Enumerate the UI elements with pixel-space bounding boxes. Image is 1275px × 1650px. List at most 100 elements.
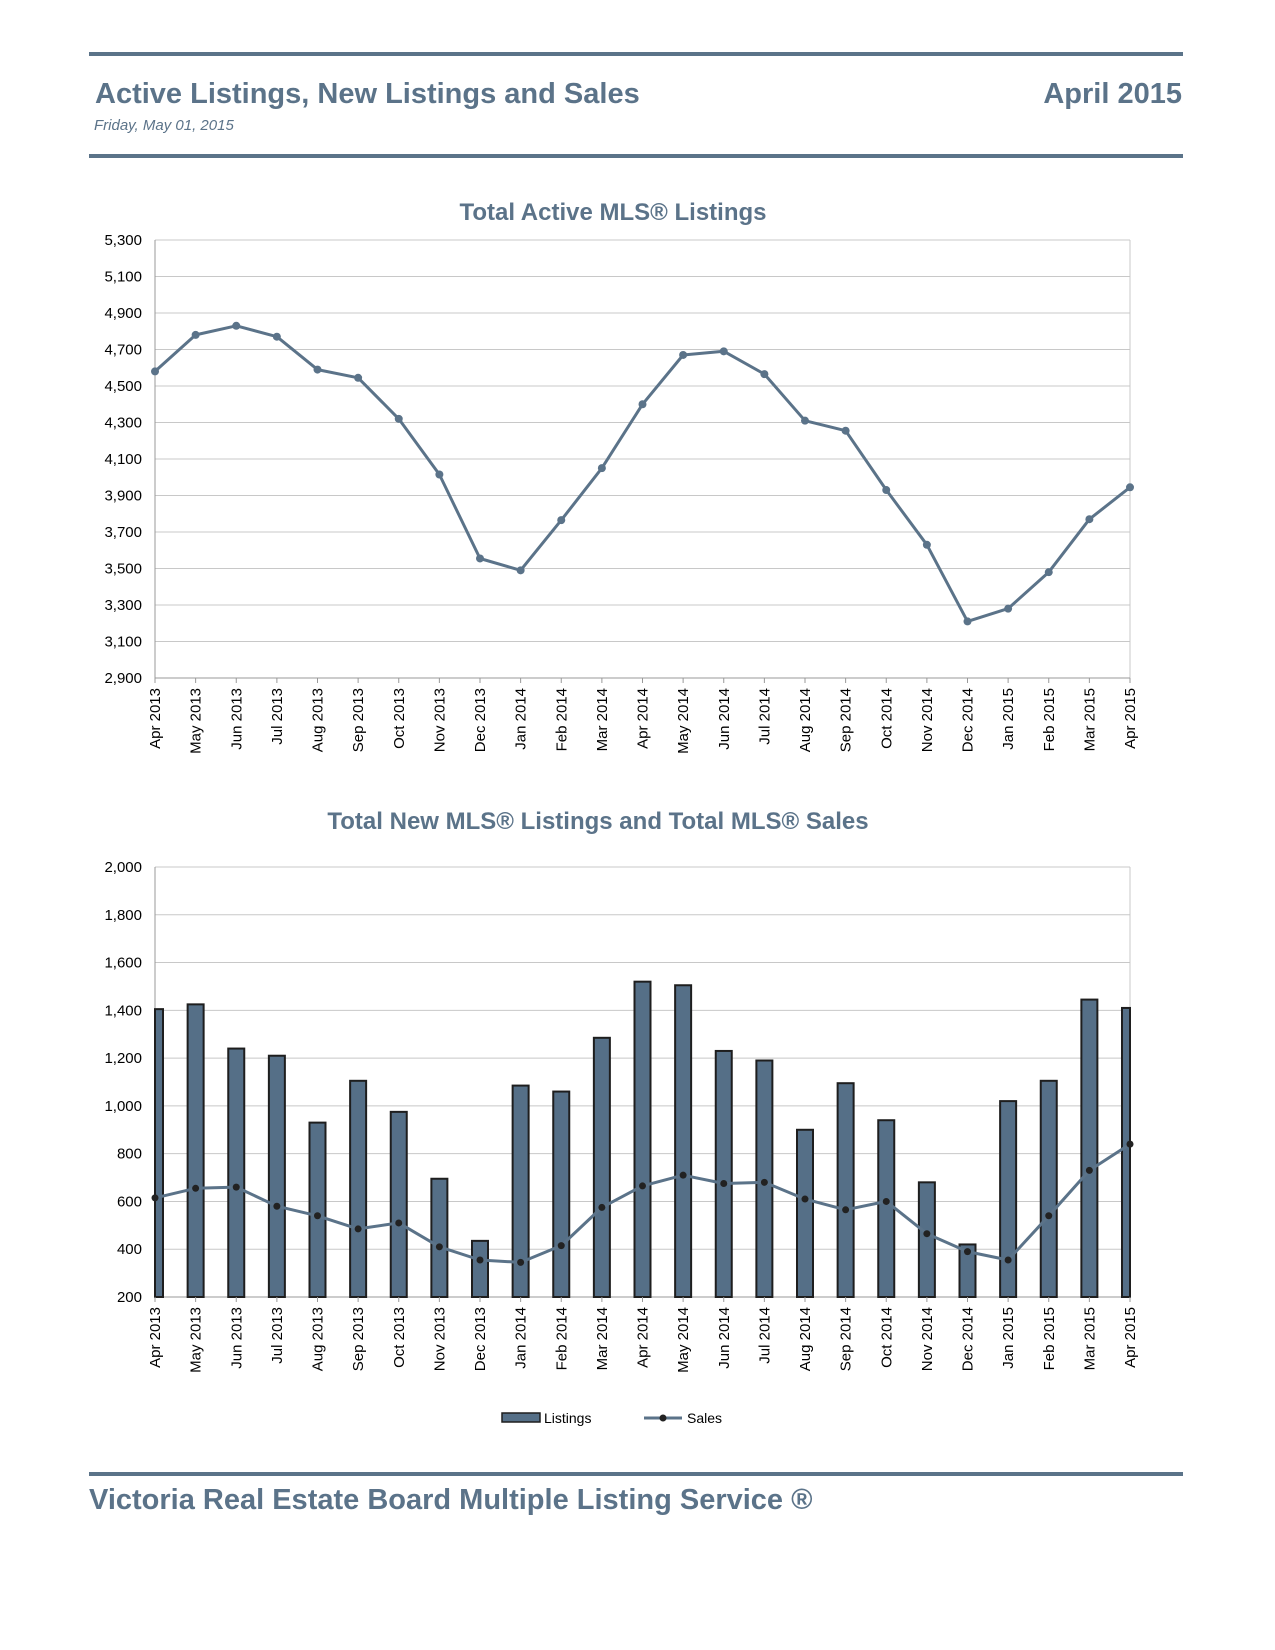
x-tick-label: Aug 2014 [797,1307,814,1371]
listings-bar [1080,998,1099,1298]
active-listings-point [151,367,159,376]
x-tick-label: Apr 2015 [1122,1307,1139,1368]
listings-bar [227,1047,246,1298]
x-tick-label: Jun 2013 [228,1307,245,1369]
x-tick-label: Apr 2015 [1122,688,1139,749]
sales-point [354,1225,362,1233]
x-tick-label: Feb 2014 [553,688,570,751]
x-tick-label: Jun 2013 [228,688,245,750]
sales-point [517,1258,525,1266]
active-listings-point [516,566,525,575]
x-tick-label: Mar 2014 [594,688,611,751]
active-listings-point [679,350,688,359]
x-tick-label: Apr 2014 [635,1307,652,1368]
legend-listings-swatch [501,1412,541,1423]
legend-listings-label: Listings [544,1410,591,1426]
x-tick-label: Apr 2013 [147,688,164,749]
y-tick-label: 1,400 [104,1002,142,1019]
x-tick-label: Feb 2014 [553,1307,570,1370]
active-listings-point [1085,515,1094,524]
sales-point [720,1180,728,1188]
listings-bar [471,1239,489,1299]
x-tick-label: Sep 2014 [838,688,855,752]
active-listings-point [1004,604,1013,613]
listings-bar [267,1054,286,1298]
listings-bar [1121,1006,1131,1298]
x-tick-label: May 2014 [675,688,692,754]
x-tick-label: Jul 2014 [756,1307,773,1364]
x-tick-label: Feb 2015 [1041,688,1058,751]
y-tick-label: 1,000 [104,1098,142,1115]
sales-point [314,1212,321,1220]
x-tick-label: Sep 2013 [350,1307,367,1371]
y-tick-label: 4,300 [104,415,142,432]
listings-bar [389,1110,408,1298]
x-tick-label: Jan 2014 [513,1307,530,1369]
y-tick-label: 4,100 [104,451,142,468]
x-tick-label: Jul 2014 [756,688,773,745]
y-tick-label: 3,500 [104,561,142,578]
listings-bar [714,1049,733,1298]
active-listings-point [557,516,566,525]
listings-bar [755,1059,774,1298]
x-tick-label: Nov 2014 [919,1307,936,1371]
x-tick-label: Apr 2014 [635,688,652,749]
sales-point [923,1230,931,1238]
y-tick-label: 3,100 [104,634,142,651]
y-tick-label: 800 [117,1146,142,1163]
active-listings-chart: Total Active MLS® Listings 2,900 3,100 3,30… [104,199,1139,754]
y-tick-label: 400 [117,1241,142,1258]
active-listings-point [476,554,484,563]
listings-bar [430,1177,449,1298]
header-bottom-rule [89,154,1183,158]
x-tick-label: Jan 2015 [1000,1307,1017,1369]
sales-point [760,1178,768,1186]
report-period: April 2015 [1043,78,1182,110]
listings-bar [836,1082,855,1299]
x-tick-label: Mar 2015 [1081,688,1098,751]
x-tick-label: Sep 2014 [838,1307,855,1371]
sales-point [598,1203,606,1211]
y-tick-label: 5,100 [104,269,142,286]
y-tick-label: 2,900 [104,670,142,687]
listings-bar [633,980,652,1299]
x-tick-label: May 2014 [675,1307,692,1373]
y-tick-label: 600 [117,1193,142,1210]
active-listings-point [272,332,281,341]
listings-bar [154,1008,164,1298]
listings-bar [796,1128,814,1298]
sales-point [151,1194,159,1202]
active-listings-point [638,400,647,409]
listings-bar [308,1121,327,1298]
active-listings-point [313,365,322,374]
sales-point [679,1171,687,1179]
sales-point [1045,1212,1053,1220]
sales-point [232,1183,240,1191]
active-listings-point [719,347,728,356]
active-listings-point [882,486,891,495]
footer-rule [89,1472,1183,1476]
active-listings-line [153,324,1131,623]
sales-point [557,1242,565,1250]
y-tick-label: 4,900 [104,305,142,322]
x-tick-label: Dec 2014 [960,688,977,752]
active-listings-point [394,414,403,423]
sales-point [842,1206,850,1214]
x-tick-label: Oct 2014 [878,688,895,749]
sales-point [882,1197,890,1205]
active-listings-point [232,321,241,330]
y-tick-label: 1,800 [104,907,142,924]
chart-title: Total Active MLS® Listings [459,199,766,226]
x-tick-label: Jan 2015 [1000,688,1017,750]
x-tick-label: May 2013 [188,1307,205,1373]
x-tick-label: Mar 2015 [1081,1307,1098,1370]
footer-text: Victoria Real Estate Board Multiple List… [89,1484,813,1516]
x-tick-label: Dec 2013 [472,688,489,752]
x-tick-label: Apr 2013 [147,1307,164,1368]
x-tick-label: Feb 2015 [1041,1307,1058,1370]
listings-bar [552,1090,571,1298]
active-listings-point [597,464,606,473]
listings-bar [917,1181,936,1299]
x-tick-label: Aug 2013 [310,688,327,752]
active-listings-point [1044,568,1053,577]
